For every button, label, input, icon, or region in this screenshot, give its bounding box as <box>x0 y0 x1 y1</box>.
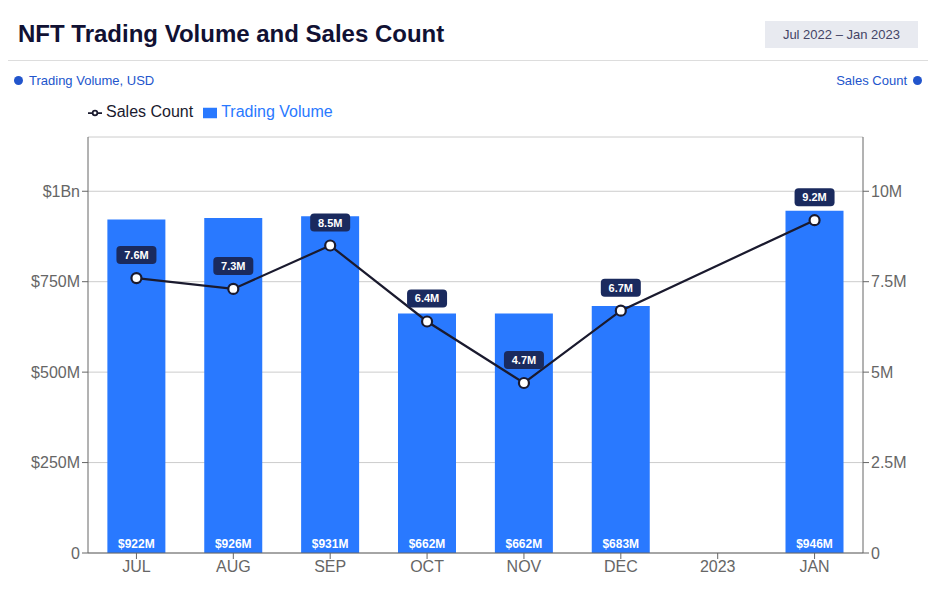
svg-text:10M: 10M <box>871 183 902 200</box>
svg-text:SEP: SEP <box>314 558 346 575</box>
svg-text:$922M: $922M <box>118 537 155 551</box>
svg-text:$926M: $926M <box>215 537 252 551</box>
svg-text:$946M: $946M <box>796 537 833 551</box>
svg-text:DEC: DEC <box>604 558 638 575</box>
svg-text:8.5M: 8.5M <box>318 217 342 229</box>
svg-text:9.2M: 9.2M <box>802 191 826 203</box>
svg-text:JAN: JAN <box>799 558 829 575</box>
svg-text:7.3M: 7.3M <box>221 260 245 272</box>
svg-text:2.5M: 2.5M <box>871 454 907 471</box>
html-text:NFT Trading Volume and Sales C: NFT Trading Volume and Sales Count <box>18 20 445 47</box>
svg-text:NOV: NOV <box>507 558 542 575</box>
svg-text:4.7M: 4.7M <box>512 354 536 366</box>
svg-text:$931M: $931M <box>312 537 349 551</box>
svg-text:7.5M: 7.5M <box>871 273 907 290</box>
svg-text:0: 0 <box>71 545 80 562</box>
html-text:Sales Count: Sales Count <box>836 72 907 88</box>
svg-text:$1Bn: $1Bn <box>43 183 80 200</box>
html-text:Trading Volume: Trading Volume <box>221 103 333 120</box>
svg-text:AUG: AUG <box>216 558 251 575</box>
svg-text:OCT: OCT <box>410 558 444 575</box>
svg-text:6.7M: 6.7M <box>609 282 633 294</box>
svg-text:0: 0 <box>871 545 880 562</box>
svg-text:6.4M: 6.4M <box>415 292 439 304</box>
svg-text:$250M: $250M <box>31 454 80 471</box>
svg-text:5M: 5M <box>871 364 893 381</box>
svg-text:$662M: $662M <box>506 537 543 551</box>
svg-text:JUL: JUL <box>122 558 151 575</box>
svg-text:7.6M: 7.6M <box>124 249 148 261</box>
svg-text:$662M: $662M <box>409 537 446 551</box>
html-text:Sales Count: Sales Count <box>106 103 194 120</box>
html-text:Jul 2022 – Jan 2023: Jul 2022 – Jan 2023 <box>782 26 900 42</box>
svg-text:$683M: $683M <box>602 537 639 551</box>
html-text:Trading Volume, USD: Trading Volume, USD <box>29 72 155 88</box>
svg-text:2023: 2023 <box>700 558 736 575</box>
svg-text:$500M: $500M <box>31 364 80 381</box>
svg-text:$750M: $750M <box>31 273 80 290</box>
